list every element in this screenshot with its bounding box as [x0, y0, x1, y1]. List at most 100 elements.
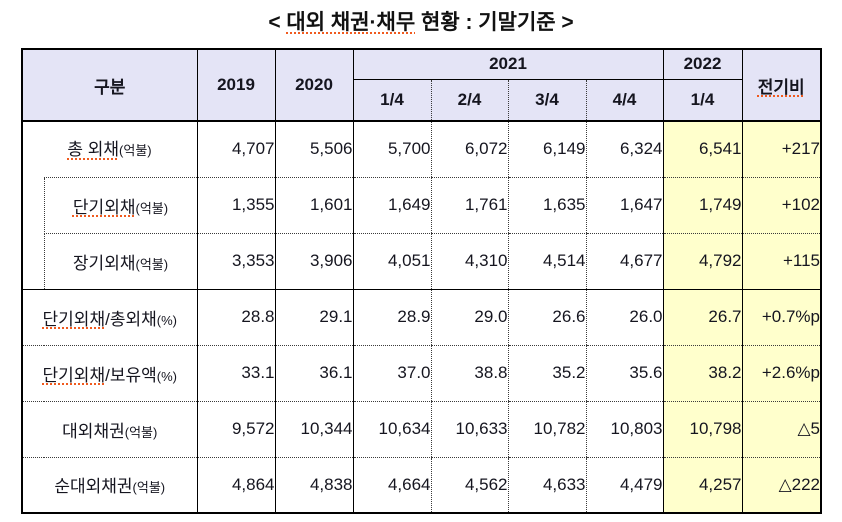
table-row-long-term-debt: 장기외채(억불) 3,353 3,906 4,051 4,310 4,514 4… [22, 233, 821, 290]
change-cell: +2.6%p [741, 345, 821, 402]
col-header-gubun: 구분 [22, 49, 197, 122]
table-row-short-term-ratio: 단기외채/총외채(%) 28.8 29.1 28.9 29.0 26.6 26.… [22, 289, 821, 346]
value-cell: 28.8 [196, 289, 275, 346]
value-cell: 29.0 [430, 289, 508, 346]
change-header-text: 전기비 [757, 77, 805, 97]
value-cell: 10,634 [352, 401, 431, 458]
value-cell: 3,353 [196, 233, 275, 290]
row-label: 총 외채(억불) [44, 121, 197, 178]
value-cell: 1,601 [274, 177, 353, 234]
value-cell-highlight: 6,541 [662, 121, 742, 178]
header-row-quarters: 1/4 2/4 3/4 4/4 1/4 [22, 79, 821, 122]
row-label-unit: (억불) [135, 200, 169, 216]
value-cell: 3,906 [274, 233, 353, 290]
col-header-2021-q4: 4/4 [585, 79, 663, 122]
value-cell: 6,324 [585, 121, 663, 178]
table-row-reserves-ratio: 단기외채/보유액(%) 33.1 36.1 37.0 38.8 35.2 35.… [22, 345, 821, 402]
value-cell-highlight: 10,798 [662, 401, 742, 458]
value-cell-highlight: 26.7 [662, 289, 742, 346]
col-header-2022: 2022 [662, 49, 742, 80]
indent-strip [22, 121, 44, 290]
value-cell: 4,864 [196, 457, 275, 513]
row-label-unit: (억불) [124, 424, 158, 440]
row-label-text: 단기외채 [42, 309, 106, 329]
table-row-external-credit: 대외채권(억불) 9,572 10,344 10,634 10,633 10,7… [22, 401, 821, 458]
col-header-2021: 2021 [352, 49, 663, 80]
row-label-text: 총 외채 [67, 140, 120, 159]
change-cell: +102 [741, 177, 821, 234]
value-cell: 38.8 [430, 345, 508, 402]
row-label-text: 단기외채 [42, 365, 106, 385]
change-cell: △5 [741, 401, 821, 458]
col-header-2020: 2020 [274, 49, 353, 122]
value-cell: 4,677 [585, 233, 663, 290]
change-cell: +115 [741, 233, 821, 290]
row-label-unit: (%) [156, 312, 177, 328]
value-cell: 26.0 [585, 289, 663, 346]
value-cell: 5,506 [274, 121, 353, 178]
value-cell: 10,782 [507, 401, 586, 458]
value-cell: 10,803 [585, 401, 663, 458]
change-cell: △222 [741, 457, 821, 513]
row-label-text: 순대외채권 [54, 477, 133, 497]
row-label-text: 장기외채 [72, 253, 136, 273]
value-cell: 4,707 [196, 121, 275, 178]
value-cell: 29.1 [274, 289, 353, 346]
value-cell: 6,072 [430, 121, 508, 178]
table-row-total-debt: 총 외채(억불) 4,707 5,506 5,700 6,072 6,149 6… [22, 121, 821, 290]
row-label-wrap: 총 외채(억불) [22, 122, 197, 177]
row-label: 순대외채권(억불) [22, 457, 197, 513]
value-cell: 35.6 [585, 345, 663, 402]
page-title: < 대외 채권·채무 현황 : 기말기준 > [0, 6, 842, 36]
value-cell: 10,344 [274, 401, 353, 458]
value-cell: 33.1 [196, 345, 275, 402]
value-cell: 4,479 [585, 457, 663, 513]
value-cell: 4,562 [430, 457, 508, 513]
col-header-2019: 2019 [196, 49, 275, 122]
row-label: 단기외채(억불) [43, 177, 197, 234]
title-prefix: < [268, 11, 287, 34]
value-cell: 1,355 [196, 177, 275, 234]
value-cell: 37.0 [352, 345, 431, 402]
value-cell-highlight: 4,792 [662, 233, 742, 290]
value-cell: 9,572 [196, 401, 275, 458]
value-cell: 36.1 [274, 345, 353, 402]
value-cell: 1,649 [352, 177, 431, 234]
row-label: 단기외채/보유액(%) [22, 345, 197, 402]
row-label: 대외채권(억불) [22, 401, 197, 458]
value-cell: 4,633 [507, 457, 586, 513]
change-cell: +0.7%p [741, 289, 821, 346]
value-cell: 26.6 [507, 289, 586, 346]
col-header-change: 전기비 [741, 49, 821, 122]
table-row-short-term-debt: 단기외채(억불) 1,355 1,601 1,649 1,761 1,635 1… [22, 177, 821, 234]
value-cell: 10,633 [430, 401, 508, 458]
row-label-unit: (억불) [132, 480, 166, 496]
row-label-text: /총외채 [105, 309, 157, 329]
value-cell: 6,149 [507, 121, 586, 178]
value-cell: 1,761 [430, 177, 508, 234]
col-header-2021-q1: 1/4 [352, 79, 431, 122]
value-cell-highlight: 38.2 [662, 345, 742, 402]
value-cell-highlight: 4,257 [662, 457, 742, 513]
row-label-text: 단기외채 [72, 197, 136, 217]
col-header-2022-q1: 1/4 [662, 79, 742, 122]
value-cell: 4,664 [352, 457, 431, 513]
value-cell: 28.9 [352, 289, 431, 346]
table-row-net-external-credit: 순대외채권(억불) 4,864 4,838 4,664 4,562 4,633 … [22, 457, 821, 513]
value-cell: 4,838 [274, 457, 353, 513]
col-header-2021-q2: 2/4 [430, 79, 508, 122]
value-cell: 35.2 [507, 345, 586, 402]
row-label-unit: (억불) [135, 256, 169, 272]
col-header-2021-q3: 3/4 [507, 79, 586, 122]
value-cell: 4,310 [430, 233, 508, 290]
row-label-unit: (%) [156, 368, 177, 384]
row-label: 장기외채(억불) [43, 233, 197, 290]
row-label-unit: (억불) [119, 143, 152, 158]
value-cell: 1,647 [585, 177, 663, 234]
value-cell-highlight: 1,749 [662, 177, 742, 234]
row-label-text: /보유액 [105, 365, 157, 385]
header-row-years: 구분 2019 2020 2021 2022 전기비 [22, 49, 821, 122]
title-squiggled-text: 대외 채권·채무 [286, 11, 416, 34]
value-cell: 4,051 [352, 233, 431, 290]
value-cell: 1,635 [507, 177, 586, 234]
